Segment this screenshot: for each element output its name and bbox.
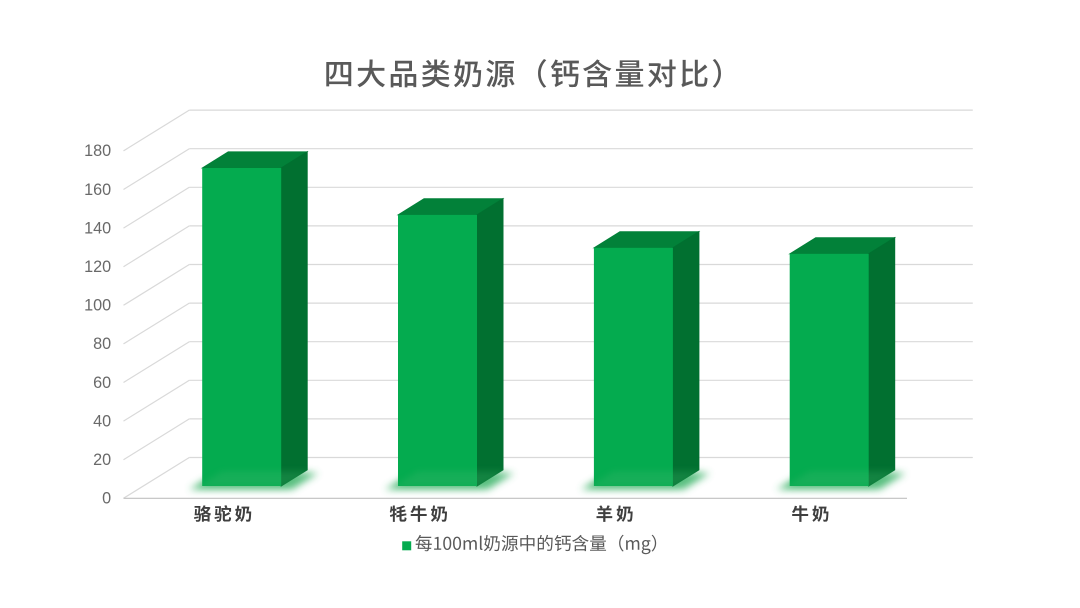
svg-text:40: 40: [93, 412, 111, 430]
svg-text:100: 100: [84, 297, 111, 315]
svg-text:160: 160: [84, 181, 111, 199]
svg-text:140: 140: [84, 219, 111, 237]
svg-text:80: 80: [93, 335, 111, 353]
svg-text:120: 120: [84, 258, 111, 276]
svg-text:180: 180: [84, 142, 111, 160]
svg-text:60: 60: [93, 374, 111, 392]
svg-text:0: 0: [102, 490, 111, 508]
svg-text:20: 20: [93, 451, 111, 469]
